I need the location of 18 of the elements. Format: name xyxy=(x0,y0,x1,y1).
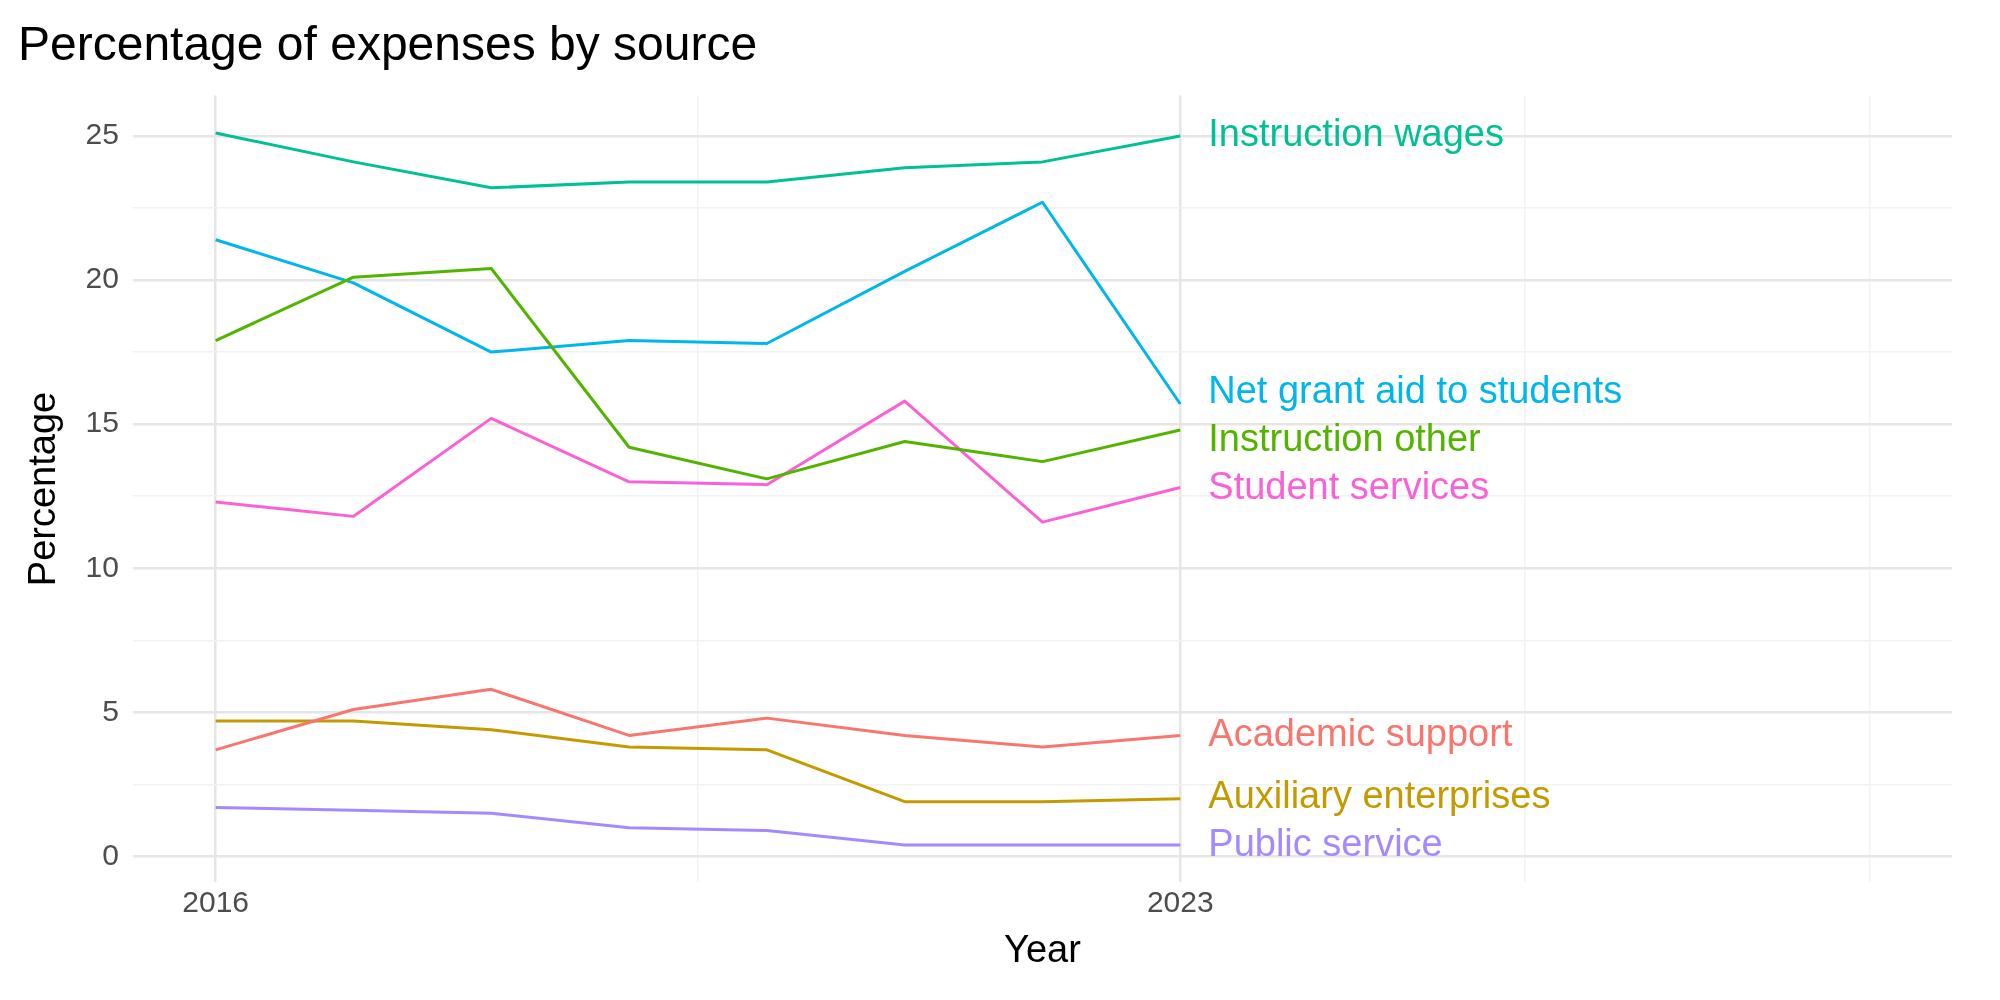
y-tick-label: 20 xyxy=(85,261,119,295)
chart-title: Percentage of expenses by source xyxy=(18,17,758,71)
x-tick-label: 2023 xyxy=(1146,884,1214,918)
series-label: Net grant aid to students xyxy=(1208,368,1623,411)
x-tick-label: 2016 xyxy=(182,884,250,918)
y-tick-label: 10 xyxy=(85,549,119,583)
series-label: Student services xyxy=(1208,464,1490,507)
y-tick-label: 0 xyxy=(102,837,119,871)
x-axis-title: Year xyxy=(1004,927,1082,970)
y-tick-label: 15 xyxy=(85,405,119,439)
series-label: Auxiliary enterprises xyxy=(1208,774,1551,817)
y-axis-title: Percentage xyxy=(21,391,64,587)
y-tick-label: 25 xyxy=(85,117,119,151)
series-label: Instruction wages xyxy=(1208,112,1505,155)
series-label: Academic support xyxy=(1208,711,1513,754)
y-tick-label: 5 xyxy=(102,693,119,727)
series-label: Public service xyxy=(1208,822,1443,865)
series-label: Instruction other xyxy=(1208,416,1482,459)
